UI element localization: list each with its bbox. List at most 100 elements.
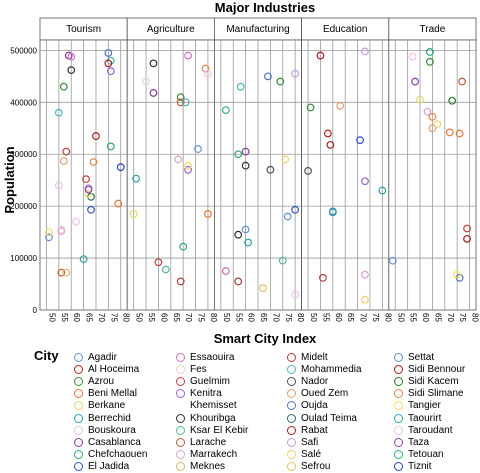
y-tick-label: 400000: [10, 98, 37, 107]
legend-item: Meknes: [176, 461, 225, 472]
legend-label: Chefchaouen: [88, 448, 148, 460]
data-point: Oued Zem: [59, 157, 68, 165]
data-point: Casablanca: [241, 147, 250, 156]
y-tick-label: 0: [33, 306, 38, 315]
legend-marker: [74, 401, 83, 411]
legend-label: Kenitra: [190, 388, 222, 400]
data-point: Agadir: [45, 233, 53, 242]
data-point: Azrou: [59, 82, 68, 91]
legend-marker: [394, 425, 403, 435]
data-point: El Jadida: [87, 205, 95, 214]
x-tick-label: 50: [47, 313, 56, 322]
legend-label: Oued Zem: [301, 388, 349, 400]
legend-marker: [176, 425, 185, 435]
x-tick-label: 50: [222, 313, 231, 322]
legend-label: Casablanca: [88, 436, 141, 448]
legend-label: Nador: [301, 376, 329, 388]
data-point: Taroudant: [72, 217, 81, 226]
legend-marker: [74, 437, 83, 447]
legend-item: Salé: [287, 449, 321, 460]
legend-item: Khouribga: [176, 413, 236, 424]
data-point: Kenitra: [106, 67, 115, 76]
x-tick-label: 80: [383, 313, 392, 322]
legend-item: El Jadida: [74, 461, 129, 472]
data-point: Settat: [283, 212, 292, 221]
legend-item: Al Hoceima: [74, 364, 139, 375]
facet-label: Agriculture: [147, 24, 195, 35]
legend-item: Berrechid: [74, 413, 131, 424]
legend-item: Beni Mellal: [74, 388, 137, 399]
data-point: Nador: [266, 165, 275, 174]
facet-label: Tourism: [66, 24, 101, 35]
data-point: Oued Zem: [336, 102, 345, 110]
x-tick-label: 70: [359, 313, 368, 322]
legend-marker: [176, 461, 185, 471]
data-point: Chefchaouen: [234, 150, 243, 159]
legend-marker: [287, 377, 296, 387]
legend-title: City: [34, 348, 59, 363]
legend-marker: [176, 353, 185, 362]
x-tick-label: 55: [147, 313, 156, 322]
data-point: Essaouira: [221, 267, 230, 275]
legend-marker: [287, 353, 296, 362]
legend-label: Tetouan: [408, 448, 444, 460]
legend-item: Sidi Bennour: [394, 364, 465, 375]
data-point: Azrou: [306, 103, 315, 112]
legend-label: Marrakech: [190, 448, 238, 460]
legend-marker: [287, 389, 296, 399]
x-tick-label: 80: [471, 313, 480, 322]
data-point: Azrou: [176, 93, 185, 102]
data-point: Mohammedia: [181, 98, 190, 107]
legend-item: Safi: [287, 437, 318, 448]
legend-item: Sidi Kacem: [394, 376, 459, 387]
legend-marker: [176, 413, 185, 423]
legend-item: Essaouira: [176, 352, 234, 363]
legend-item: Fes: [176, 364, 207, 375]
x-tick-label: 50: [396, 313, 405, 322]
data-point: Chefchaouen: [106, 142, 115, 151]
legend-marker: [394, 437, 403, 447]
legend-marker: [287, 401, 296, 411]
data-point: Taroudant: [408, 52, 417, 61]
data-point: Casablanca: [149, 89, 158, 97]
data-point: Tangier: [184, 161, 193, 170]
legend-item: Khemisset: [176, 400, 237, 411]
legend-marker: [176, 377, 185, 387]
legend-label: Mohammedia: [301, 364, 362, 376]
data-point: Agadir: [194, 145, 202, 153]
legend-marker: [394, 461, 403, 471]
legend-marker: [287, 413, 296, 423]
data-point: Larache: [57, 268, 66, 277]
x-tick-label: 60: [247, 313, 256, 322]
legend-item: Tiznit: [394, 461, 432, 472]
x-tick-label: 65: [259, 313, 268, 322]
data-point: Chefchaouen: [179, 242, 188, 251]
legend-item: Settat: [394, 352, 434, 363]
data-point: Fes: [142, 77, 150, 86]
legend-item: Taza: [394, 437, 429, 448]
data-point: Berkane: [45, 228, 53, 237]
x-tick-label: 75: [109, 313, 118, 322]
data-point: Berrechid: [244, 238, 253, 247]
data-point: Beni Mellal: [445, 128, 454, 137]
data-point: Midelt: [62, 147, 71, 156]
x-tick-label: 55: [234, 313, 243, 322]
x-tick-label: 55: [409, 313, 418, 322]
legend-marker: [287, 461, 296, 471]
data-point: Al Hoceima: [323, 129, 332, 138]
x-tick-label: 50: [309, 313, 318, 322]
legend-label: Khouribga: [190, 412, 236, 424]
legend-label: Settat: [408, 352, 435, 363]
data-point: Taroudant: [204, 69, 212, 78]
facet-label: Manufacturing: [226, 24, 289, 35]
legend-item: Midelt: [287, 352, 328, 363]
legend-marker: [176, 365, 185, 375]
legend-label: Bouskoura: [88, 424, 136, 436]
data-point: Beni Mellal: [455, 129, 464, 138]
data-point: Ksar El Kebir: [106, 56, 115, 65]
x-tick-label: 50: [135, 313, 144, 322]
data-point: Tangier: [84, 190, 93, 199]
legend-item: Bouskoura: [74, 425, 136, 436]
data-point: Midelt: [319, 273, 327, 282]
legend-marker: [287, 425, 296, 435]
